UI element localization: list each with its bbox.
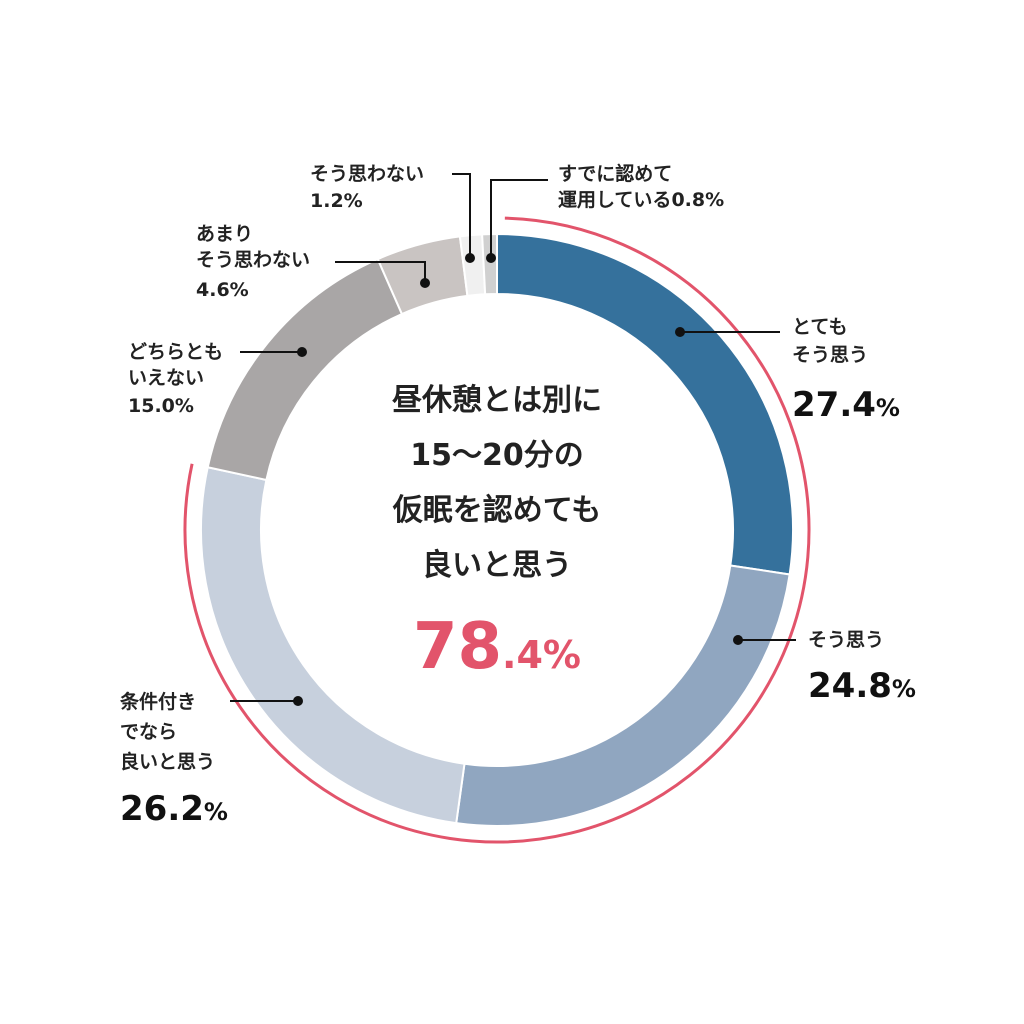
slice-label-4-line-1: そう思わない [196,249,310,271]
slice-label-2-line-0: 条件付き [120,690,196,713]
slice-value-5: 1.2% [310,190,363,212]
slice-label-2-line-2: 良いと思う [120,750,215,773]
center-title-line-3: 良いと思う [422,548,572,583]
slice-label-6-line-0: すでに認めて [558,162,672,185]
highlight-arc [183,216,811,844]
slice-label-0-line-1: そう思う [792,344,868,366]
leader-line-4 [335,261,426,283]
slice-percent-2: % [204,798,228,826]
center-title-line-2: 仮眠を認めても [392,493,602,528]
leader-dot-4 [420,278,430,288]
slice-label-2-line-1: でなら [120,721,177,743]
slice-value-6: 0.8% [671,189,724,211]
leader-dot-1 [733,635,743,645]
leader-dot-3 [297,347,307,357]
slice-label-1-line-0: そう思う [808,629,884,651]
slice-percent-3: % [175,395,194,417]
slice-percent-1: % [892,675,916,703]
slice-value-0: 27.4% [792,385,900,425]
center-title-line-1: 15～20分の [410,438,584,473]
slice-percent-0: % [876,394,900,422]
slice-value-1: 24.8% [808,666,916,706]
slice-label-3-line-0: どちらとも [128,341,223,363]
slice-percent-4: % [230,279,249,301]
slice-label-0-line-0: とても [792,316,847,338]
center-value-int: 78 [413,610,502,684]
slice-label-3-line-1: いえない [128,367,204,389]
leader-line-5 [452,173,471,258]
center-value-dec: .4% [502,633,581,677]
slice-label-4-line-0: あまり [196,223,253,245]
slice-6 [481,232,498,296]
leader-dot-6 [486,253,496,263]
slice-percent-5: % [344,190,363,212]
leader-dot-0 [675,327,685,337]
slice-label-6-line-1: 運用している0.8% [558,189,724,211]
leader-line-6 [490,179,548,258]
slice-1 [455,564,791,827]
leader-dot-5 [465,253,475,263]
center-value: 78.4% [413,610,581,684]
leader-dot-2 [293,696,303,706]
slice-value-2: 26.2% [120,789,228,829]
slice-value-4: 4.6% [196,279,249,301]
slice-value-3: 15.0% [128,395,194,417]
slice-label-5-line-0: そう思わない [310,163,424,185]
center-title-line-0: 昼休憩とは別に [392,383,602,418]
